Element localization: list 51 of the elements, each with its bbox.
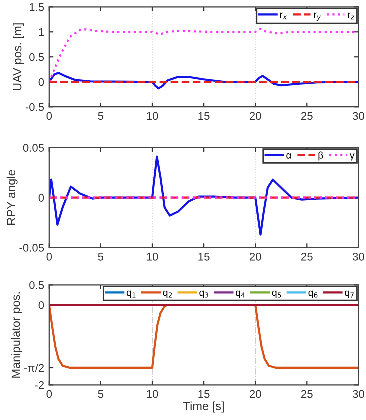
y-tick-label: 0.5 bbox=[30, 281, 44, 290]
legend-label: β bbox=[318, 152, 324, 161]
x-tick-label: 5 bbox=[98, 390, 104, 398]
x-tick-label: 0 bbox=[46, 390, 52, 398]
x-tick-label: 20 bbox=[250, 390, 262, 398]
legend-label: r$_{y}$ bbox=[314, 12, 322, 22]
y-tick-label: 0.05 bbox=[23, 144, 44, 152]
x-tick-label: 25 bbox=[302, 252, 313, 261]
y-tick-label: 0.5 bbox=[30, 53, 44, 62]
legend-label: q$_{7}$ bbox=[345, 290, 354, 298]
x-tick-label: 0 bbox=[46, 252, 52, 261]
y-axis-title: RPY angle bbox=[6, 170, 18, 225]
y-tick-label: -π/2 bbox=[24, 364, 44, 372]
x-tick-label: 0 bbox=[46, 112, 52, 120]
legend-label: r$_{x}$ bbox=[280, 12, 288, 20]
y-tick-label: 0 bbox=[38, 78, 44, 86]
x-tick-label: 25 bbox=[302, 390, 313, 398]
x-tick-label: 15 bbox=[198, 390, 210, 398]
x-tick-label: 10 bbox=[147, 252, 158, 261]
legend-label: q$_{2}$ bbox=[163, 290, 172, 298]
legend-label: α bbox=[286, 154, 292, 159]
x-tick-label: 30 bbox=[352, 390, 364, 398]
x-tick-label: 30 bbox=[352, 252, 364, 261]
y-tick-label: 0 bbox=[38, 194, 44, 202]
legend-label: q$_{3}$ bbox=[200, 290, 209, 298]
line-series bbox=[49, 72, 359, 90]
x-tick-label: 20 bbox=[250, 112, 262, 120]
x-tick-label: 30 bbox=[352, 112, 364, 120]
y-tick-label: -0.5 bbox=[26, 103, 44, 112]
y-tick-label: -2 bbox=[35, 381, 44, 390]
legend-label: q$_{1}$ bbox=[126, 290, 136, 298]
x-tick-label: 15 bbox=[198, 253, 210, 261]
legend-label: γ bbox=[350, 154, 355, 161]
y-axis-title: UAV pos. [m] bbox=[13, 24, 24, 91]
y-tick-label: -0.05 bbox=[20, 244, 44, 252]
x-tick-label: 5 bbox=[98, 253, 104, 261]
x-tick-label: 15 bbox=[198, 112, 210, 120]
legend-label: q$_{6}$ bbox=[308, 290, 318, 298]
y-tick-label: 1.5 bbox=[30, 4, 44, 12]
x-tick-label: 10 bbox=[147, 112, 158, 120]
y-tick-label: 1 bbox=[39, 28, 44, 36]
legend-label: q$_{5}$ bbox=[272, 290, 282, 298]
y-axis-title: Manipulator pos. bbox=[12, 292, 23, 378]
legend-label: r$_{z}$ bbox=[348, 12, 355, 20]
x-tick-label: 25 bbox=[302, 112, 313, 120]
x-tick-label: 20 bbox=[250, 252, 262, 261]
y-tick-label: 0 bbox=[38, 301, 44, 310]
legend-label: q$_{4}$ bbox=[236, 290, 246, 298]
x-tick-label: 10 bbox=[147, 390, 158, 398]
x-axis-title: Time [s] bbox=[184, 402, 224, 413]
x-tick-label: 5 bbox=[98, 112, 104, 120]
